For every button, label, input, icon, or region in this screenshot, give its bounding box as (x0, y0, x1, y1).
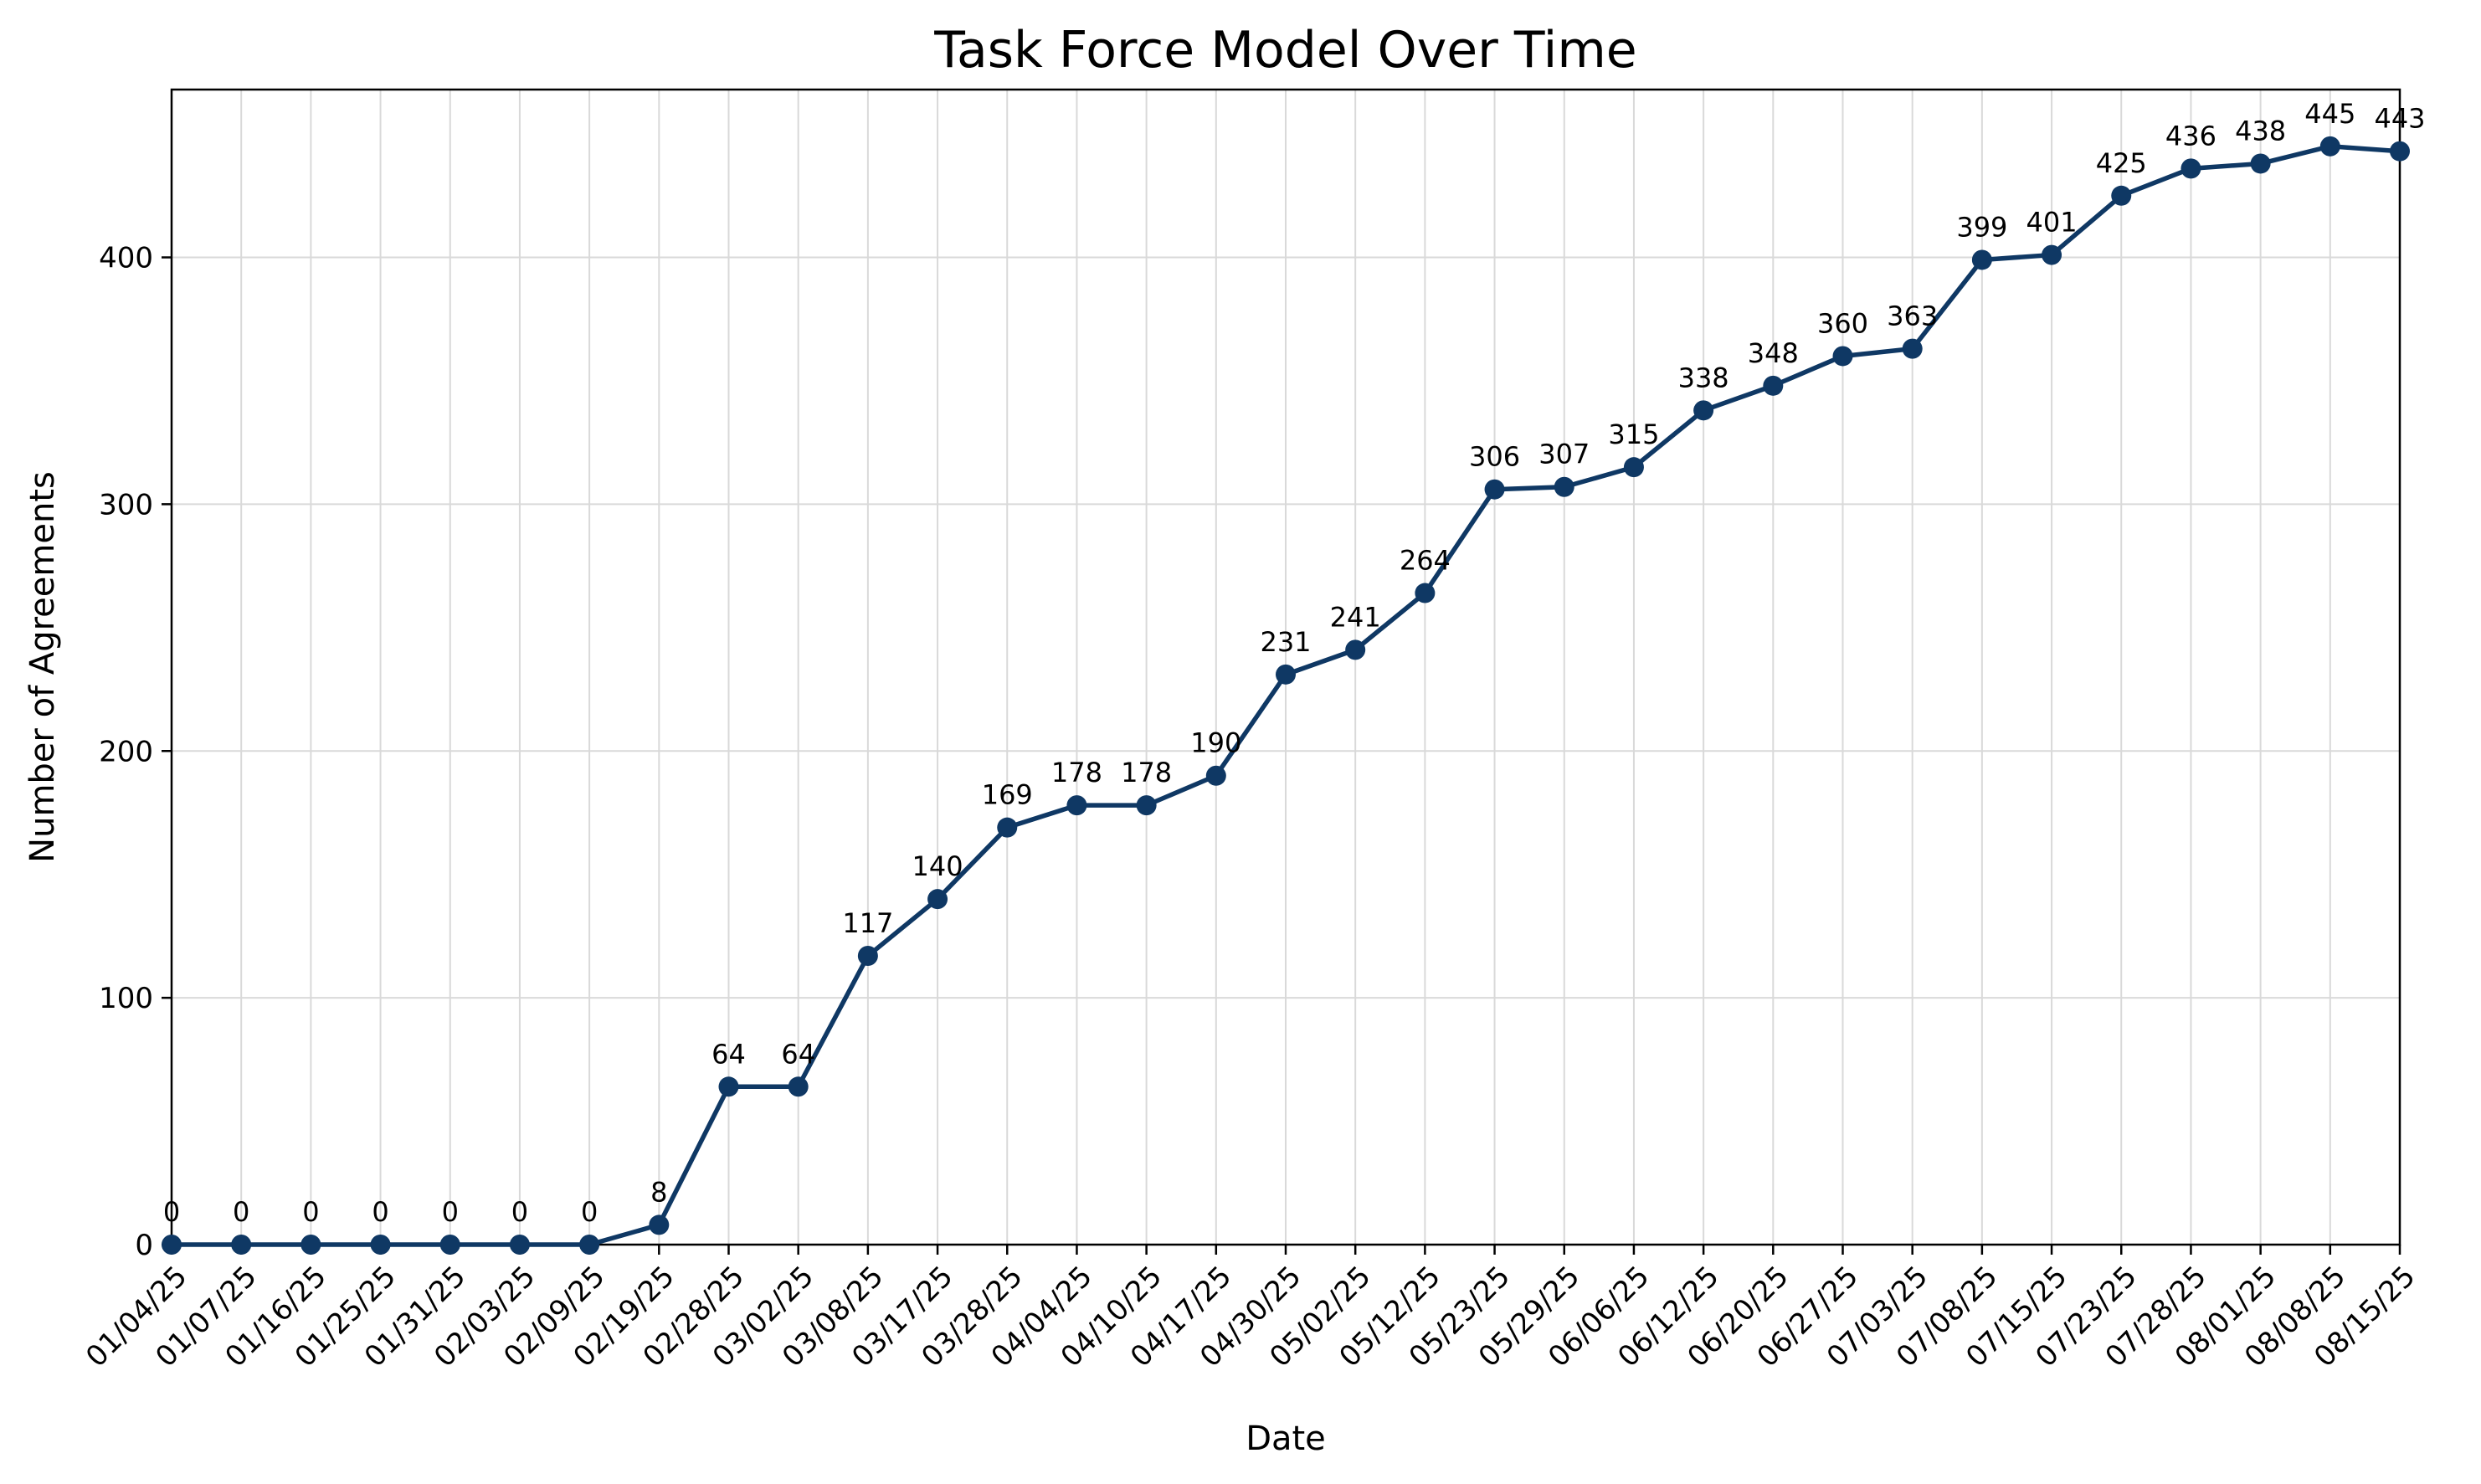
data-point (231, 1235, 252, 1255)
data-label: 178 (1051, 757, 1102, 788)
data-point (1623, 457, 1644, 478)
data-label: 231 (1260, 626, 1311, 658)
data-label: 241 (1330, 601, 1381, 633)
data-point (927, 889, 948, 910)
data-point (788, 1076, 809, 1097)
data-point (997, 817, 1018, 838)
data-point (1276, 664, 1296, 685)
data-point (1554, 476, 1574, 497)
data-label: 0 (372, 1196, 388, 1228)
data-point (370, 1235, 391, 1255)
y-axis-label: Number of Agreements (23, 471, 62, 863)
data-label: 338 (1678, 362, 1729, 393)
data-label: 169 (982, 779, 1033, 811)
data-point (2181, 158, 2201, 179)
y-tick-label: 300 (99, 488, 153, 521)
data-point (718, 1076, 739, 1097)
data-label: 315 (1608, 418, 1659, 450)
data-label: 360 (1817, 307, 1868, 339)
data-label: 306 (1469, 441, 1520, 473)
data-point (857, 946, 878, 966)
data-point (1484, 479, 1505, 500)
data-label: 438 (2235, 115, 2286, 146)
data-point (1763, 375, 1784, 396)
y-tick-label: 100 (99, 982, 153, 1015)
x-axis-label: Date (1246, 1420, 1326, 1458)
data-point (1066, 795, 1087, 816)
axes: 01/04/2501/07/2501/16/2501/25/2501/31/25… (80, 242, 2422, 1374)
data-label: 0 (442, 1196, 459, 1228)
y-tick-label: 200 (99, 735, 153, 768)
y-tick-label: 0 (135, 1229, 153, 1262)
data-label: 0 (163, 1196, 180, 1228)
data-label: 348 (1748, 337, 1799, 369)
data-point (649, 1214, 670, 1235)
y-tick-label: 400 (99, 242, 153, 275)
data-label: 399 (1956, 211, 2007, 243)
data-label: 64 (711, 1038, 746, 1070)
data-point (300, 1235, 321, 1255)
data-label: 436 (2165, 120, 2216, 151)
chart-title: Task Force Model Over Time (933, 21, 1636, 80)
data-point (2390, 141, 2410, 162)
data-label: 445 (2304, 98, 2355, 130)
data-labels: 0 0 0 0 0 0 0 8 64 64 117 140 169 178 178 190 231 241 264 3… (163, 98, 2426, 1228)
series (162, 136, 2410, 1255)
data-point (579, 1235, 600, 1255)
data-label: 0 (511, 1196, 528, 1228)
data-point (1205, 765, 1226, 786)
data-point (2042, 244, 2062, 265)
data-point (1345, 639, 1366, 660)
data-label: 0 (302, 1196, 319, 1228)
data-point (1902, 338, 1923, 359)
data-point (2319, 136, 2340, 157)
data-point (509, 1235, 530, 1255)
data-label: 140 (912, 850, 963, 882)
data-point (1415, 583, 1436, 603)
data-label: 307 (1538, 439, 1590, 470)
data-label: 117 (842, 907, 893, 939)
data-label: 0 (233, 1196, 249, 1228)
data-label: 178 (1121, 757, 1172, 788)
data-point (1693, 400, 1714, 421)
data-label: 264 (1400, 545, 1451, 577)
data-point (439, 1235, 460, 1255)
data-point (1832, 346, 1853, 367)
data-label: 8 (650, 1176, 667, 1208)
data-label: 0 (581, 1196, 598, 1228)
data-point (1136, 795, 1157, 816)
data-point (2250, 153, 2271, 174)
data-point (2111, 185, 2132, 206)
data-label: 363 (1887, 300, 1938, 332)
data-label: 64 (781, 1038, 815, 1070)
data-point (162, 1235, 182, 1255)
data-label: 443 (2374, 103, 2425, 135)
data-point (1971, 249, 1992, 270)
data-label: 190 (1190, 727, 1241, 759)
data-label: 425 (2096, 147, 2147, 179)
data-label: 401 (2026, 207, 2078, 239)
